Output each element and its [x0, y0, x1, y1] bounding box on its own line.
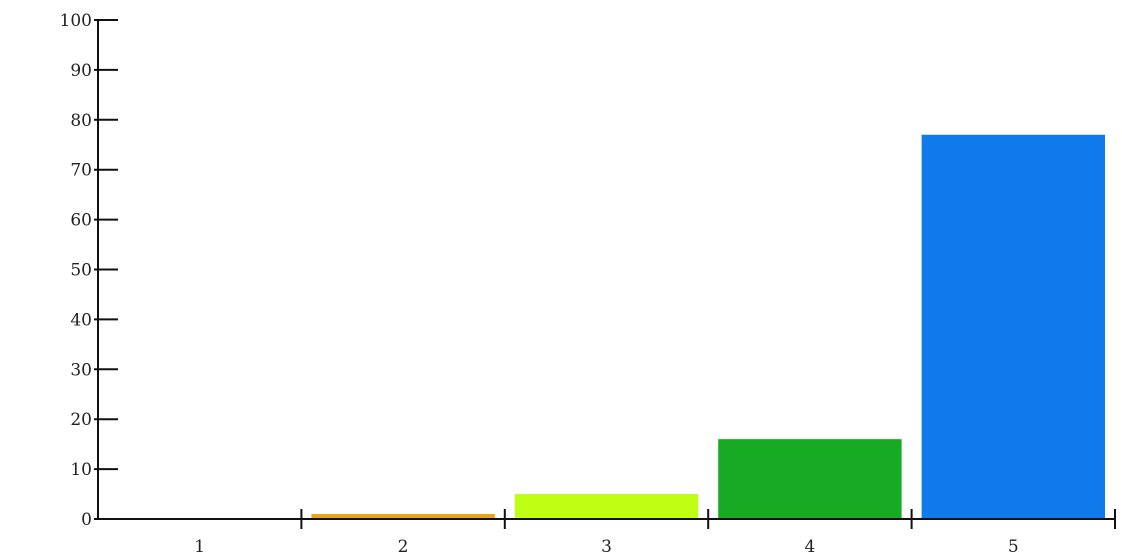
x-tick-label: 1 — [194, 537, 205, 556]
y-tick-label: 10 — [70, 460, 92, 480]
y-tick-label: 20 — [70, 410, 92, 430]
bar-5 — [921, 134, 1105, 519]
y-tick-label: 0 — [81, 510, 92, 530]
x-tick-label: 4 — [804, 537, 815, 556]
x-tick-label: 5 — [1008, 537, 1019, 556]
y-tick-label: 90 — [70, 61, 92, 81]
y-tick-label: 60 — [70, 211, 92, 231]
y-tick-label: 100 — [60, 11, 92, 31]
bar-4 — [718, 439, 902, 519]
bars — [311, 134, 1105, 519]
bar-3 — [514, 494, 699, 519]
y-tick-label: 80 — [70, 111, 92, 131]
y-tick-label: 40 — [70, 310, 92, 330]
y-tick-label: 70 — [70, 161, 92, 181]
y-axis-ticks: 0 10 20 30 40 50 60 70 80 90 100 — [60, 11, 118, 530]
x-tick-label: 3 — [601, 537, 612, 556]
y-tick-label: 30 — [70, 360, 92, 380]
bar-2 — [311, 514, 495, 519]
x-tick-label: 2 — [398, 537, 409, 556]
y-tick-label: 50 — [70, 261, 92, 281]
